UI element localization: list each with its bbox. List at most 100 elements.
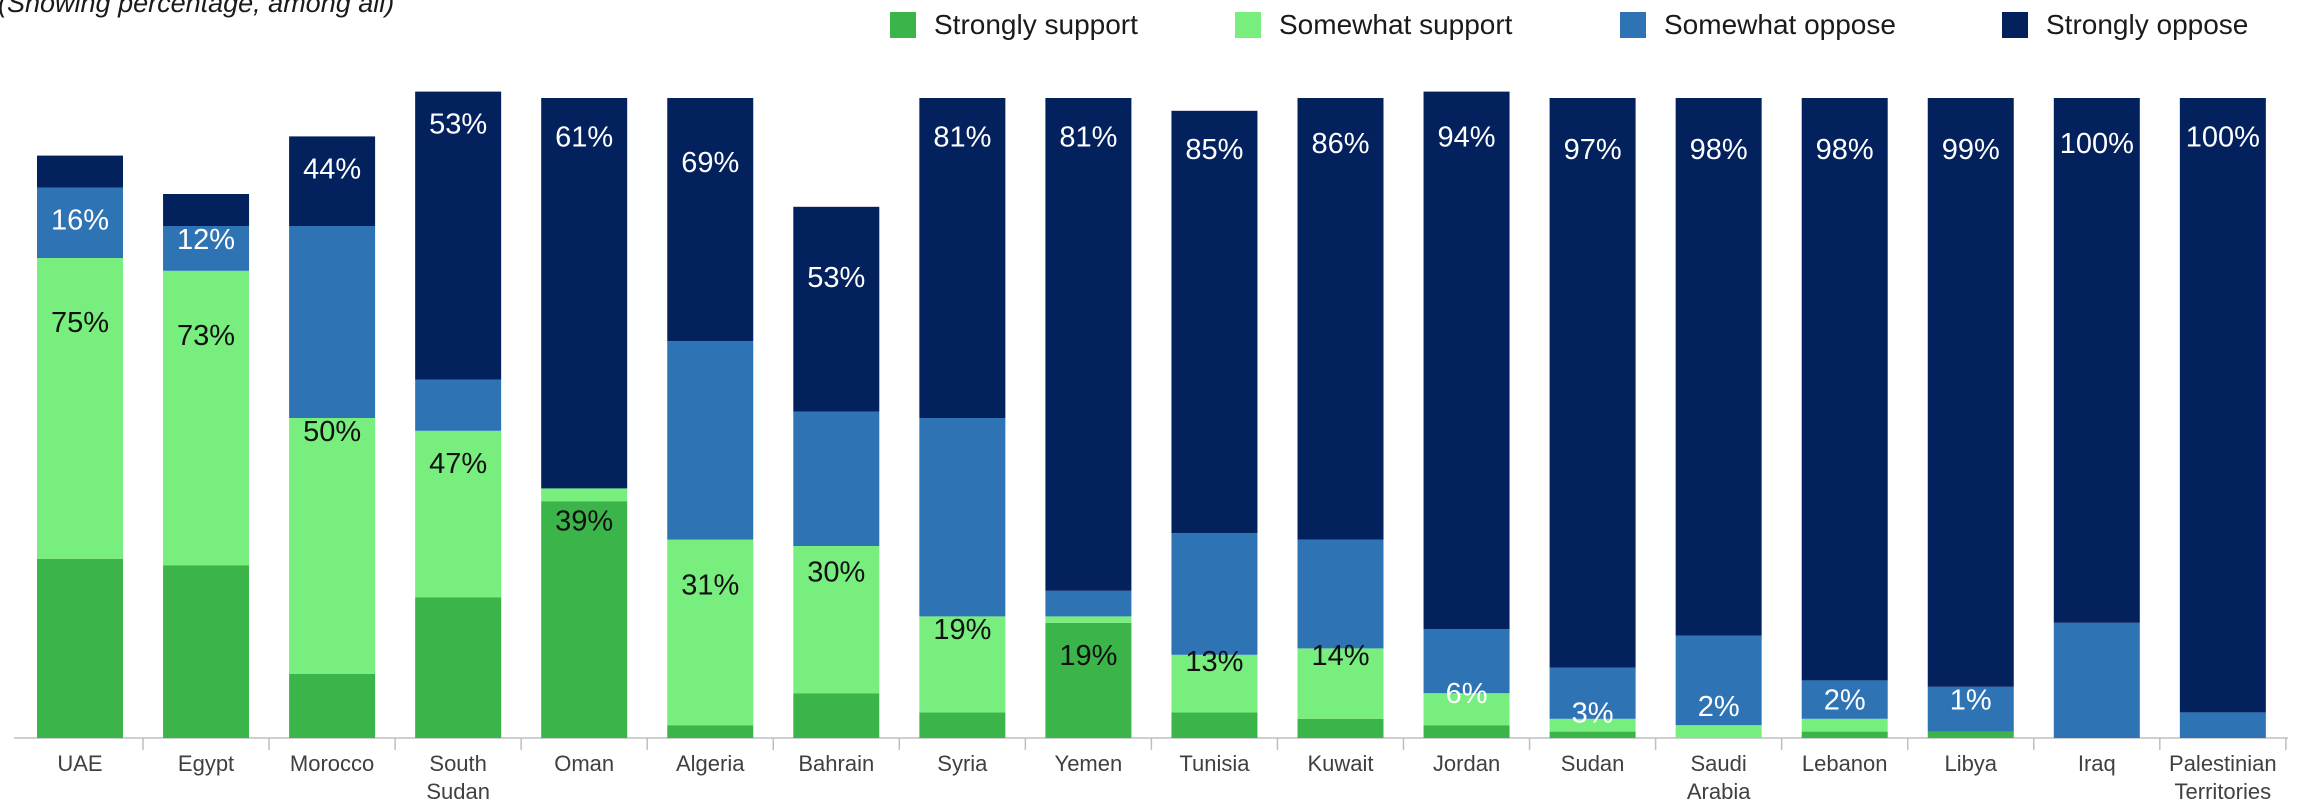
data-label: 13% <box>1185 646 1243 678</box>
legend-item-strongly-oppose: Strongly oppose <box>2002 8 2248 42</box>
data-label: 81% <box>1059 121 1117 153</box>
data-label: 50% <box>303 416 361 448</box>
legend-swatch-strongly-oppose <box>2002 12 2028 38</box>
x-tick-label: Sudan <box>1561 751 1625 776</box>
data-label: 86% <box>1311 128 1369 160</box>
bar-segment-strongly-oppose <box>2053 98 2140 623</box>
bar-segment-strongly-oppose <box>163 194 250 226</box>
bar-segment-somewhat-support <box>1549 718 1636 732</box>
legend-swatch-somewhat-support <box>1235 12 1261 38</box>
bar-segment-somewhat-support <box>919 616 1006 713</box>
bar-segment-somewhat-oppose <box>793 411 880 546</box>
data-label: 73% <box>177 320 235 352</box>
bar-segment-strongly-support <box>667 725 754 738</box>
bar-segment-strongly-support <box>1045 622 1132 738</box>
bar-segment-strongly-oppose <box>1801 98 1888 681</box>
data-label: 44% <box>303 153 361 185</box>
bar-segment-somewhat-oppose <box>37 187 123 258</box>
data-label: 97% <box>1564 134 1622 166</box>
bar-segment-strongly-oppose <box>37 155 123 188</box>
data-label: 16% <box>51 205 109 237</box>
bar-segment-strongly-oppose <box>667 98 754 342</box>
legend-item-strongly-support: Strongly support <box>890 8 1138 42</box>
data-label: 31% <box>681 569 739 601</box>
bar-segment-somewhat-oppose <box>919 418 1006 617</box>
legend-item-somewhat-oppose: Somewhat oppose <box>1620 8 1896 42</box>
data-label: 85% <box>1185 134 1243 166</box>
bar-segment-strongly-support <box>1927 731 2014 738</box>
x-tick-label: Syria <box>937 751 988 776</box>
bar-segment-strongly-oppose <box>1045 98 1132 591</box>
bar-segment-somewhat-oppose <box>163 226 250 271</box>
bar-segment-strongly-oppose <box>1171 110 1258 534</box>
bar-segment-somewhat-support <box>415 430 502 598</box>
x-tick-label: Lebanon <box>1802 751 1888 776</box>
bar-segment-strongly-oppose <box>1297 98 1384 540</box>
bar-segment-somewhat-support <box>289 418 376 674</box>
bar-segment-strongly-oppose <box>2179 98 2266 713</box>
bar-segment-somewhat-oppose <box>1045 590 1132 617</box>
bar-segment-strongly-support <box>415 597 502 738</box>
bar-segment-somewhat-support <box>1675 725 1762 738</box>
bar-segment-strongly-oppose <box>919 98 1006 418</box>
data-label: 3% <box>1572 697 1614 729</box>
bar-segment-strongly-oppose <box>541 98 628 489</box>
x-tick-label: Yemen <box>1055 751 1123 776</box>
bar-segment-somewhat-oppose <box>2179 712 2266 738</box>
data-label: 39% <box>555 505 613 537</box>
bar-segment-somewhat-oppose <box>1297 539 1384 649</box>
data-label: 81% <box>933 121 991 153</box>
bar-segment-somewhat-support <box>541 488 628 502</box>
bar-segment-somewhat-oppose <box>1801 680 1888 719</box>
bar-segment-strongly-support <box>37 558 123 738</box>
bar-segment-somewhat-support <box>793 546 880 694</box>
x-tick-label: Oman <box>554 751 614 776</box>
data-label: 98% <box>1690 134 1748 166</box>
bar-segment-somewhat-support <box>1171 654 1258 713</box>
x-tick-label: Morocco <box>290 751 374 776</box>
x-tick-label: Saudi Arabia <box>1687 751 1751 804</box>
data-label: 98% <box>1816 134 1874 166</box>
bar-segment-strongly-oppose <box>415 91 502 380</box>
legend-label: Somewhat support <box>1279 9 1513 40</box>
bar-segment-strongly-support <box>793 693 880 738</box>
bar-segment-somewhat-oppose <box>2053 622 2140 738</box>
data-label: 100% <box>2060 128 2134 160</box>
bar-segment-strongly-oppose <box>1927 98 2014 687</box>
bar-segment-somewhat-oppose <box>667 341 754 540</box>
x-tick-label: Egypt <box>178 751 234 776</box>
bar-segment-somewhat-support <box>1297 648 1384 719</box>
bar-segment-somewhat-oppose <box>1171 533 1258 655</box>
data-label: 6% <box>1446 678 1488 710</box>
data-label: 75% <box>51 307 109 339</box>
data-label: 53% <box>429 109 487 141</box>
bar-segment-somewhat-support <box>1801 718 1888 732</box>
bar-segment-strongly-oppose <box>1423 91 1510 630</box>
data-label: 12% <box>177 224 235 256</box>
bar-segment-strongly-support <box>919 712 1006 738</box>
data-label: 2% <box>1824 685 1866 717</box>
bar-segment-somewhat-oppose <box>1675 635 1762 726</box>
bar-segment-strongly-support <box>289 674 376 738</box>
bar-segment-somewhat-support <box>1045 616 1132 623</box>
bar-segment-strongly-support <box>1801 731 1888 738</box>
x-tick-label: Tunisia <box>1179 751 1250 776</box>
bar-segment-strongly-oppose <box>1549 98 1636 668</box>
x-tick-label: Jordan <box>1433 751 1500 776</box>
bar-segment-strongly-support <box>1171 712 1258 738</box>
x-tick-label: South Sudan <box>426 751 490 804</box>
bar-segment-strongly-oppose <box>289 136 376 226</box>
legend-label: Somewhat oppose <box>1664 9 1896 40</box>
bar-segment-somewhat-oppose <box>1423 629 1510 694</box>
bar-segment-strongly-oppose <box>793 206 880 412</box>
x-tick-label: Iraq <box>2078 751 2116 776</box>
x-tick-label: UAE <box>57 751 102 776</box>
x-tick-label: Palestinian Territories <box>2169 751 2277 804</box>
legend-swatch-somewhat-oppose <box>1620 12 1646 38</box>
x-tick-label: Algeria <box>676 751 745 776</box>
bar-segment-strongly-support <box>541 501 628 738</box>
data-label: 2% <box>1698 691 1740 723</box>
data-label: 94% <box>1438 121 1496 153</box>
data-label: 19% <box>933 614 991 646</box>
